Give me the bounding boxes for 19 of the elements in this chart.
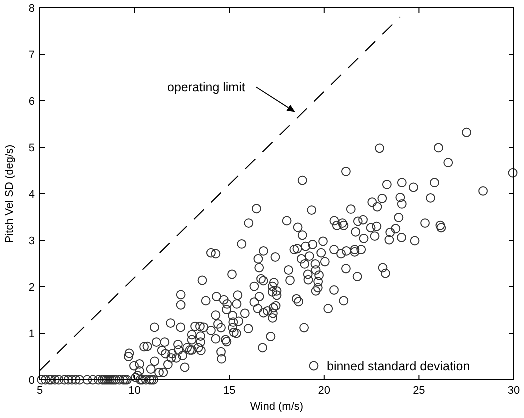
x-tick-label: 10 <box>128 385 141 397</box>
x-axis-title: Wind (m/s) <box>250 401 304 413</box>
y-tick-label: 2 <box>28 282 35 294</box>
y-tick-label: 8 <box>28 3 35 15</box>
y-tick-label: 5 <box>28 142 35 154</box>
y-axis-title: Pitch Vel SD (deg/s) <box>4 144 16 244</box>
y-tick-label: 4 <box>28 189 35 201</box>
y-tick-label: 6 <box>28 96 35 108</box>
x-tick-label: 25 <box>413 385 426 397</box>
y-tick-label: 1 <box>28 328 35 340</box>
x-tick-label: 15 <box>223 385 236 397</box>
y-tick-label: 3 <box>28 236 35 248</box>
x-tick-label: 20 <box>318 385 331 397</box>
x-tick-label: 5 <box>36 385 44 397</box>
annotation: operating limit <box>168 80 246 94</box>
y-tick-label: 7 <box>28 50 35 62</box>
y-tick-label: 0 <box>28 375 35 387</box>
x-tick-label: 30 <box>508 385 520 397</box>
legend-label: binned standard deviation <box>327 360 470 374</box>
